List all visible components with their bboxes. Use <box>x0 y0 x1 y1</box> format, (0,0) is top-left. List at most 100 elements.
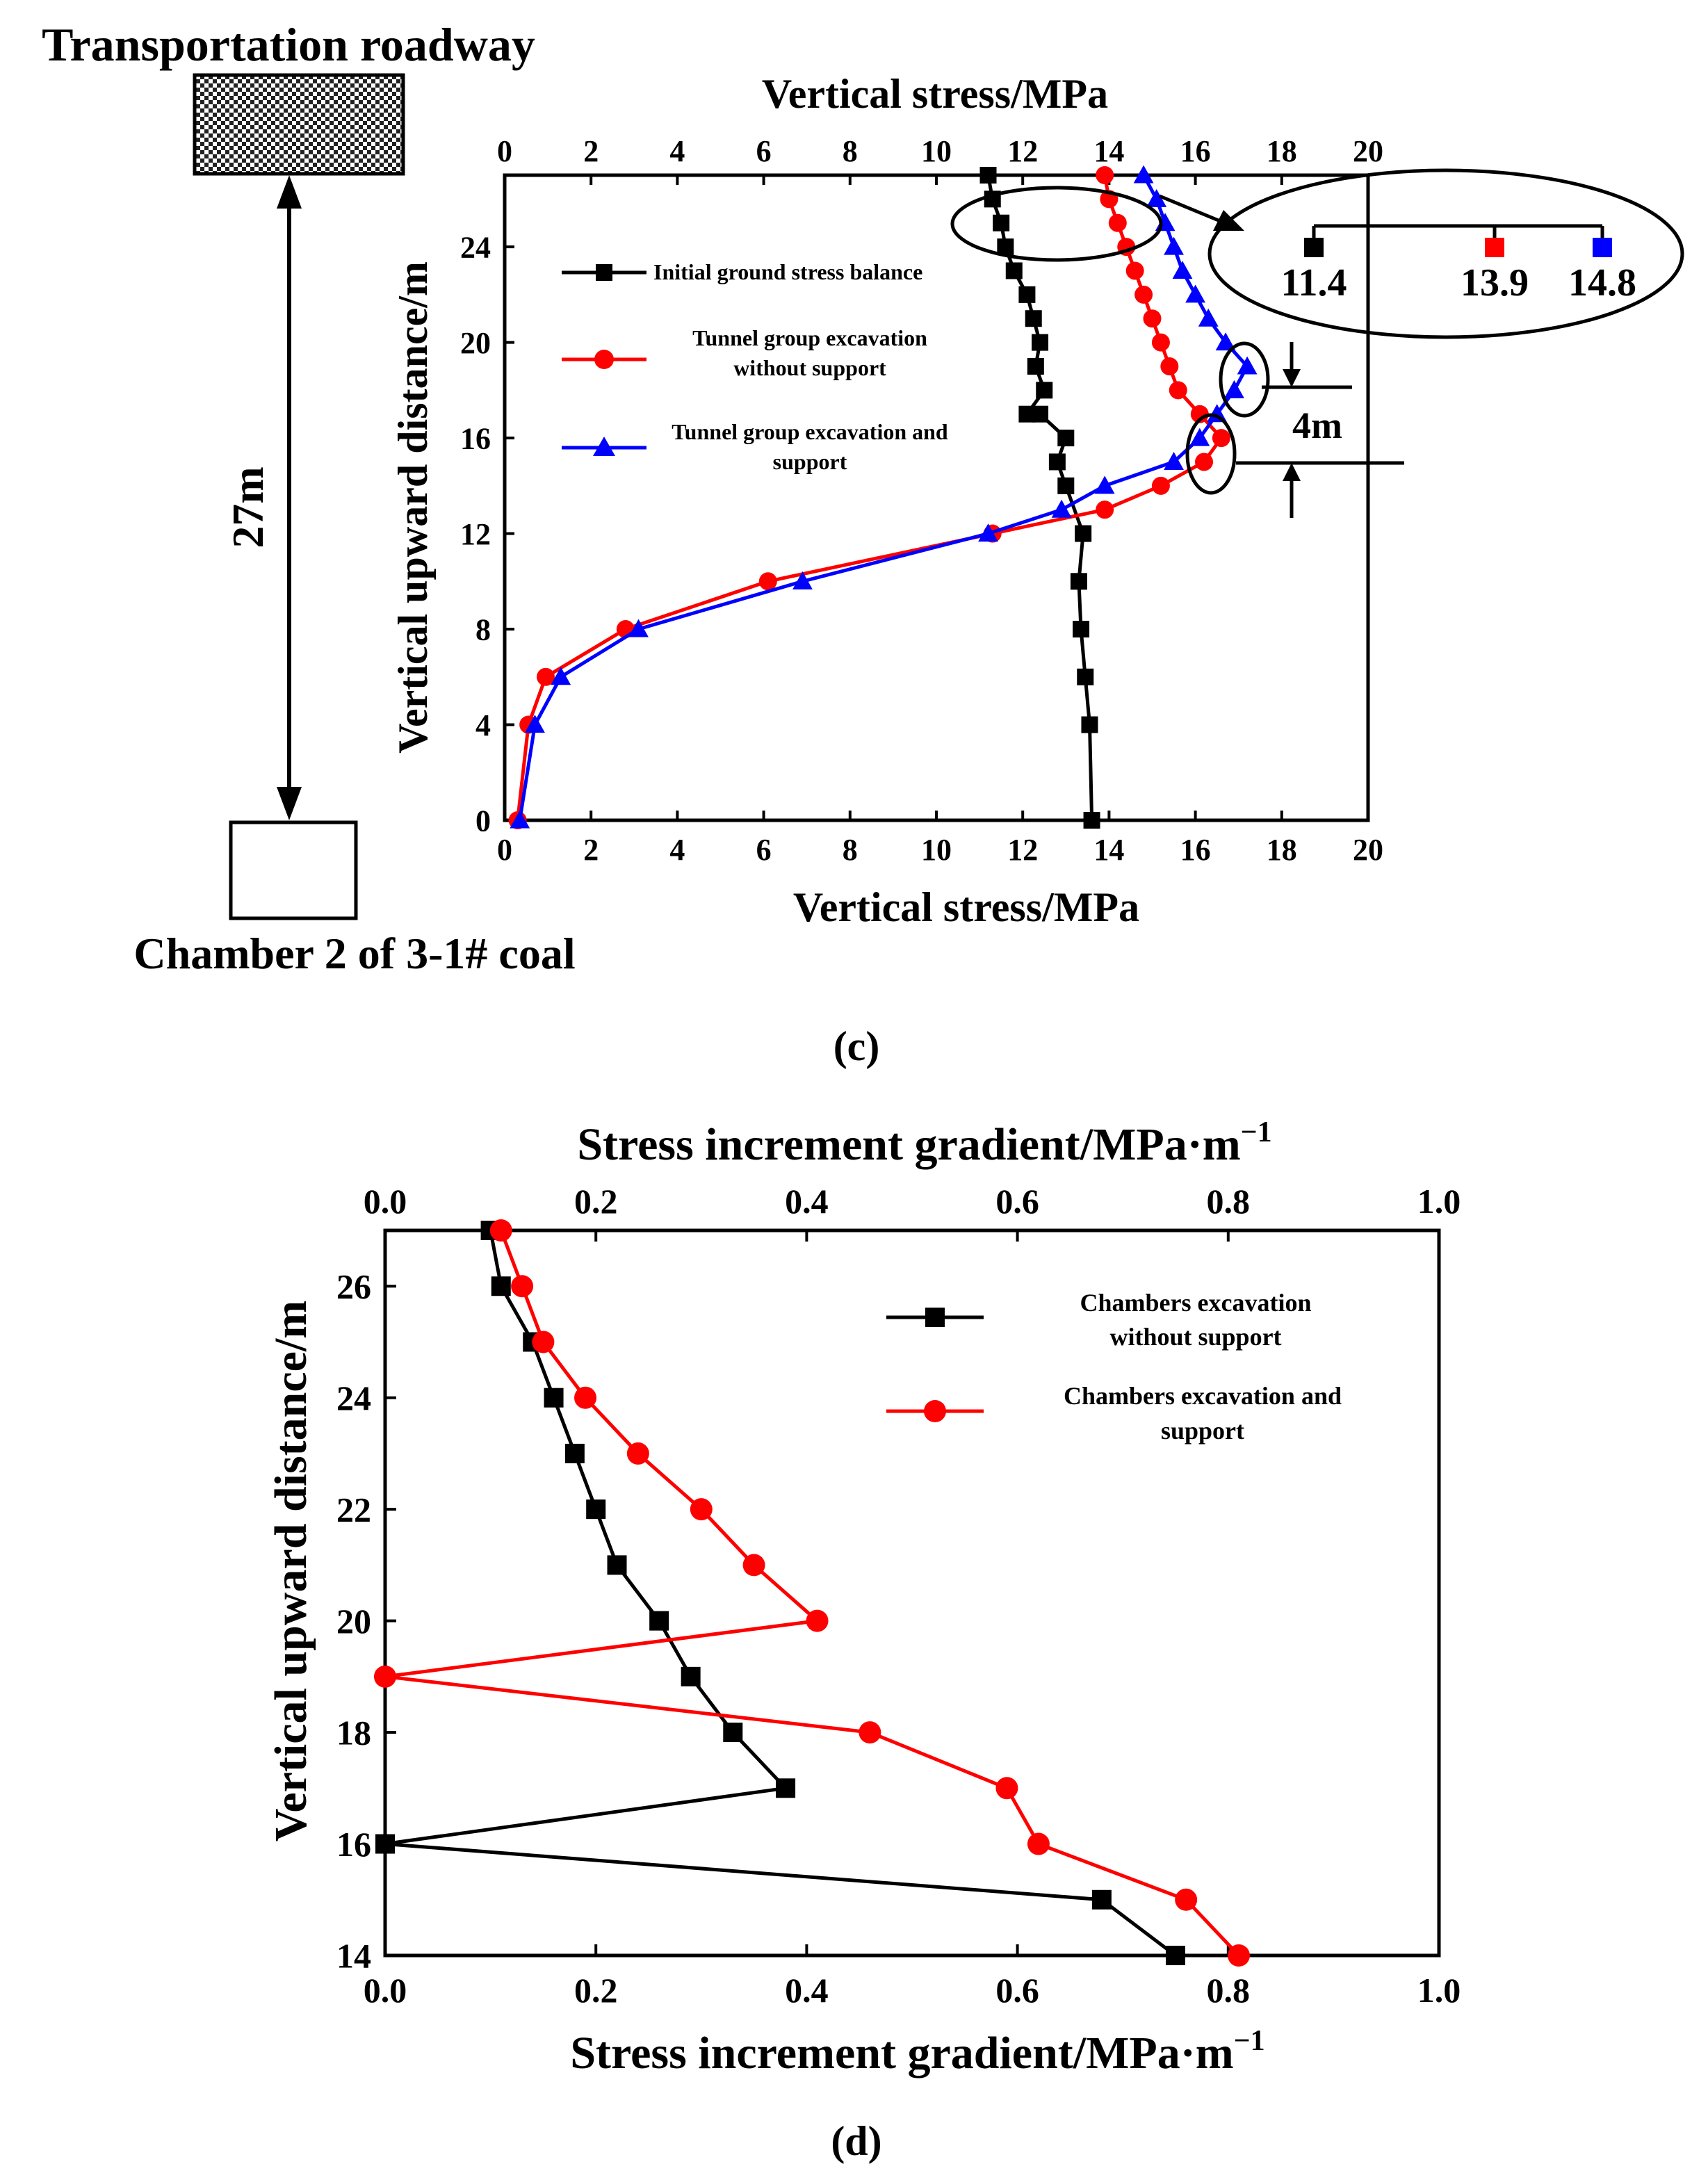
callout-value-0: 11.4 <box>1281 261 1347 304</box>
data-point-c-1-18 <box>1108 213 1127 232</box>
data-point-c-1-9 <box>1212 429 1230 448</box>
x-tick-label-bottom-c-4: 8 <box>843 833 858 867</box>
data-point-c-0-1 <box>1081 716 1098 733</box>
legend-c-marker-2 <box>593 437 615 456</box>
data-point-d-0-1 <box>1091 1889 1112 1910</box>
data-point-c-2-20 <box>1133 165 1154 184</box>
peak-ellipse-red <box>1185 413 1237 495</box>
x-tick-label-top-c-6: 12 <box>1007 134 1038 168</box>
data-point-c-0-6 <box>1057 477 1075 494</box>
data-point-d-0-4 <box>723 1723 743 1743</box>
callout-value-2: 14.8 <box>1568 261 1636 304</box>
data-point-c-0-14 <box>1025 310 1042 327</box>
c-top-xlabel: Vertical stress/MPa <box>762 71 1108 117</box>
data-point-d-0-2 <box>375 1834 395 1854</box>
x-tick-label-top-d-2: 0.4 <box>785 1182 829 1221</box>
transportation-roadway-block <box>193 73 405 176</box>
x-tick-label-bottom-c-3: 6 <box>756 833 772 867</box>
data-point-d-0-3 <box>776 1778 796 1798</box>
x-tick-label-bottom-c-2: 4 <box>669 833 685 867</box>
x-tick-label-bottom-c-8: 16 <box>1180 833 1211 867</box>
x-tick-label-top-c-9: 18 <box>1267 134 1297 168</box>
data-point-c-1-8 <box>1195 453 1214 471</box>
callout-source-ellipse <box>950 186 1163 262</box>
d-top-xlabel-superscript: −1 <box>1241 1116 1272 1148</box>
x-tick-label-bottom-c-0: 0 <box>497 833 512 867</box>
data-point-c-0-12 <box>1027 357 1044 375</box>
legend-c-marker-0 <box>596 264 612 281</box>
data-point-c-0-11 <box>1036 382 1053 399</box>
distance-arrow-up <box>277 175 302 209</box>
callout-arrow-line <box>1159 194 1224 225</box>
data-point-d-1-0 <box>1227 1944 1250 1967</box>
data-point-c-2-6 <box>1051 499 1072 518</box>
y-tick-label-d-5: 24 <box>336 1378 371 1417</box>
data-point-c-0-3 <box>1073 621 1090 638</box>
x-tick-label-bottom-d-3: 0.6 <box>995 1971 1039 2010</box>
data-point-d-1-5 <box>374 1665 396 1688</box>
d-ylabel: Vertical upward distance/m <box>266 1301 316 1842</box>
data-point-c-1-15 <box>1134 285 1153 304</box>
x-tick-label-top-c-0: 0 <box>497 134 512 168</box>
axes-d: 0.0 0.0 0.2 0.2 0.4 0.4 0.6 0.6 0.8 0.8 1.0 1.0 14 16… <box>336 1182 1461 2010</box>
schematic: Transportation roadway 27m Chamber 2 of … <box>42 18 575 978</box>
transportation-roadway-label: Transportation roadway <box>42 18 535 71</box>
callout-value-1: 13.9 <box>1461 261 1529 304</box>
data-point-c-0-7 <box>1048 453 1066 471</box>
x-tick-label-bottom-c-9: 18 <box>1267 833 1297 867</box>
y-tick-label-c-5: 20 <box>460 326 491 360</box>
series-line-c-0 <box>986 174 1094 821</box>
x-tick-label-bottom-c-1: 2 <box>583 833 599 867</box>
data-point-c-2-19 <box>1146 188 1167 207</box>
distance-arrow-down <box>277 787 302 820</box>
data-point-c-2-7 <box>1094 475 1115 494</box>
data-point-c-0-16 <box>1005 262 1023 279</box>
data-point-c-0-13 <box>1032 334 1049 351</box>
data-point-d-1-2 <box>1027 1832 1050 1855</box>
x-tick-label-bottom-d-1: 0.2 <box>574 1971 618 2010</box>
c-bottom-xlabel: Vertical stress/MPa <box>793 884 1139 930</box>
y-tick-label-c-3: 12 <box>460 517 491 551</box>
data-point-c-2-11 <box>1224 380 1244 398</box>
x-tick-label-top-c-8: 16 <box>1180 134 1211 168</box>
data-point-c-2-8 <box>1164 452 1184 470</box>
callout-marker-2 <box>1593 238 1612 257</box>
data-point-c-2-13 <box>1215 332 1236 351</box>
x-tick-label-bottom-c-6: 12 <box>1007 833 1038 867</box>
data-point-c-2-3 <box>628 619 649 637</box>
data-point-d-1-11 <box>532 1331 555 1353</box>
gap-arrow-top-head <box>1283 369 1301 387</box>
data-point-d-1-1 <box>1175 1888 1198 1911</box>
data-point-c-2-12 <box>1237 356 1258 375</box>
data-point-d-0-7 <box>607 1555 627 1575</box>
legend-d: Chambers excavation without support Cham… <box>886 1289 1342 1445</box>
x-tick-label-bottom-d-0: 0.0 <box>364 1971 407 2010</box>
y-tick-label-d-0: 14 <box>336 1937 371 1976</box>
chart-c: 0022446688101012121414161618182020048121… <box>390 71 1684 930</box>
d-bottom-xlabel-superscript: −1 <box>1234 2025 1265 2057</box>
data-point-c-0-0 <box>1083 812 1100 829</box>
chamber-label: Chamber 2 of 3-1# coal <box>133 929 575 978</box>
series-d <box>374 1219 1250 1967</box>
y-tick-label-d-6: 26 <box>336 1267 371 1306</box>
legend-d-marker-1 <box>924 1400 946 1422</box>
legend-d-marker-0 <box>925 1308 945 1327</box>
data-point-c-1-7 <box>1151 476 1170 495</box>
data-point-d-1-7 <box>742 1554 765 1577</box>
y-tick-label-d-3: 20 <box>336 1602 371 1641</box>
data-point-d-0-8 <box>586 1499 606 1520</box>
y-tick-label-d-2: 18 <box>336 1714 371 1752</box>
data-point-c-2-14 <box>1198 308 1219 327</box>
c-ylabel: Vertical upward distance/m <box>390 261 436 754</box>
x-tick-label-top-d-4: 0.8 <box>1207 1182 1251 1221</box>
data-point-c-1-4 <box>758 572 777 591</box>
caption-d: (d) <box>831 2118 881 2164</box>
callout-marker-1 <box>1485 238 1504 257</box>
chamber-block <box>229 820 358 920</box>
data-point-c-0-15 <box>1018 286 1036 303</box>
data-point-d-0-0 <box>1166 1946 1185 1965</box>
x-tick-label-bottom-d-2: 0.4 <box>785 1971 829 2010</box>
data-point-d-1-9 <box>626 1442 649 1465</box>
y-tick-label-d-1: 16 <box>336 1825 371 1864</box>
